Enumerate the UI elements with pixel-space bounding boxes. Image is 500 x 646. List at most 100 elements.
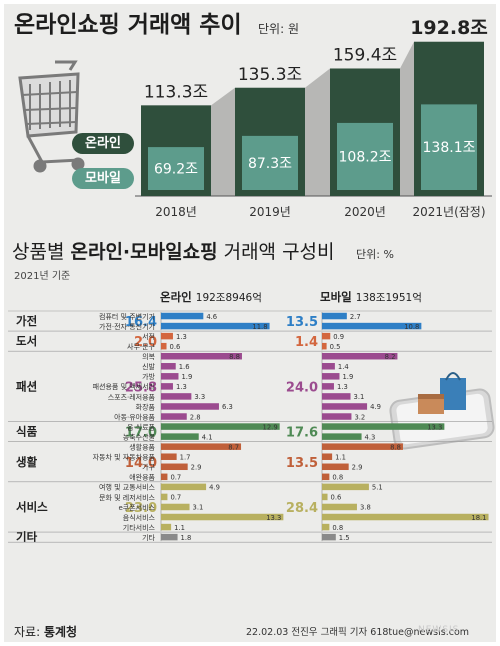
section-title-rest: 거래액 구성비	[217, 241, 335, 263]
section-title-plain: 상품별	[12, 241, 71, 263]
item-label: 가구	[142, 463, 155, 472]
item-label: 생활용품	[129, 443, 155, 452]
mobile-value-label: 1.5	[339, 534, 350, 542]
mobile-value-label: 0.8	[332, 524, 343, 532]
item-label: 애완용품	[129, 473, 155, 482]
mobile-value-label: 3.1	[354, 393, 365, 401]
legend-mobile: 모바일	[72, 168, 134, 189]
group-label: 기타	[16, 530, 38, 544]
online-bar	[161, 463, 188, 471]
item-label: 농축수산물	[123, 432, 156, 441]
online-bar	[161, 332, 173, 340]
mobile-bar	[322, 533, 336, 541]
mobile-bar	[242, 135, 298, 190]
online-bar	[161, 312, 204, 320]
mobile-bar	[322, 503, 357, 511]
online-value-label: 11.8	[252, 323, 267, 331]
online-value-label: 2.8	[190, 413, 201, 421]
mobile-bar	[322, 463, 349, 471]
mobile-group-total: 28.4	[286, 501, 318, 516]
mobile-group-total: 1.4	[295, 335, 318, 350]
online-bar	[161, 513, 284, 521]
item-label: 자동차 및 자동차용품	[93, 453, 156, 462]
item-label: 가전·전자·통신기기	[99, 322, 155, 331]
online-value-label: 1.6	[179, 363, 190, 371]
online-group-total: 14.0	[125, 456, 157, 471]
mobile-value-label: 18.1	[471, 514, 486, 522]
mobile-bar	[322, 373, 340, 380]
mobile-bar	[322, 383, 334, 390]
mobile-value-label: 1.4	[338, 363, 349, 371]
item-label: 화장품	[136, 402, 156, 411]
mobile-value-label: 0.9	[333, 333, 344, 341]
mobile-value-label: 3.2	[354, 413, 365, 421]
online-value-label: 135.3조	[238, 65, 302, 85]
basis-year: 2021년 기준	[14, 271, 71, 282]
online-value-label: 0.7	[170, 474, 181, 482]
online-bar	[161, 533, 178, 541]
year-tick-label: 2020년	[344, 205, 386, 219]
section-title-bold: 온라인·모바일쇼핑	[70, 241, 218, 263]
online-value-label: 3.3	[194, 393, 205, 401]
mobile-bar	[337, 122, 393, 190]
mobile-group-total: 13.5	[286, 456, 318, 471]
online-value-label: 0.7	[170, 494, 181, 502]
mobile-bar	[322, 312, 347, 320]
mobile-column-header: 모바일 138조1951억	[320, 290, 422, 304]
online-value-label: 192.8조	[410, 17, 488, 39]
page-title: 온라인쇼핑 거래액 추이	[14, 12, 242, 38]
mobile-value-label: 1.3	[337, 383, 348, 391]
item-label: 기타	[142, 533, 155, 542]
mobile-value-label: 138.1조	[423, 140, 476, 156]
legend-online: 온라인	[72, 133, 134, 154]
online-value-label: 4.6	[206, 313, 217, 321]
online-group-total: 2.0	[134, 335, 157, 350]
group-label: 가전	[16, 314, 37, 328]
online-group-total: 17.0	[125, 426, 157, 441]
online-value-label: 1.3	[176, 333, 187, 341]
online-bar	[161, 383, 173, 390]
online-value-label: 12.9	[263, 423, 278, 431]
unit-label: 단위: 원	[258, 22, 299, 36]
online-bar	[161, 373, 179, 380]
mobile-value-label: 87.3조	[248, 156, 292, 172]
online-bar	[161, 433, 199, 440]
mobile-value-label: 0.8	[332, 474, 343, 482]
online-value-label: 1.1	[174, 524, 185, 532]
group-label: 서비스	[16, 500, 48, 514]
online-column-header: 온라인 192조8946억	[160, 290, 262, 304]
online-value-label: 4.9	[209, 484, 220, 492]
online-group-total: 16.4	[125, 315, 157, 330]
item-label: 사무·문구	[127, 342, 156, 351]
item-label: 여행 및 교통서비스	[99, 483, 156, 492]
mobile-value-label: 69.2조	[154, 162, 198, 178]
online-bar	[161, 393, 192, 400]
mobile-bar	[322, 513, 489, 521]
watermark: NEWSIS	[418, 625, 460, 635]
mobile-value-label: 4.9	[370, 403, 381, 411]
mobile-bar	[322, 352, 398, 360]
mobile-bar	[322, 403, 368, 410]
group-label: 생활	[16, 455, 38, 469]
mobile-value-label: 1.1	[335, 453, 346, 461]
mobile-value-label: 8.2	[385, 353, 396, 361]
item-label: 음·식료품	[127, 422, 156, 431]
mobile-bar	[322, 413, 352, 420]
online-value-label: 1.3	[176, 383, 187, 391]
mobile-value-label: 0.6	[331, 494, 342, 502]
online-value-label: 13.3	[266, 514, 281, 522]
group-label: 패션	[16, 379, 37, 393]
unit-label-percent: 단위: %	[356, 248, 394, 261]
mobile-bar	[322, 342, 327, 350]
mobile-group-total: 17.6	[286, 426, 318, 441]
online-bar	[161, 352, 242, 360]
online-group-total: 25.8	[125, 380, 157, 395]
item-label: 컴퓨터 및 주변기기	[99, 312, 155, 321]
mobile-bar	[322, 483, 369, 491]
year-tick-label: 2021년(잠정)	[412, 205, 485, 219]
source-note: 자료: 통계청	[14, 625, 78, 639]
item-label: 가방	[142, 372, 155, 381]
mobile-value-label: 13.3	[427, 423, 442, 431]
item-label: 스포츠·레저용품	[108, 392, 156, 401]
